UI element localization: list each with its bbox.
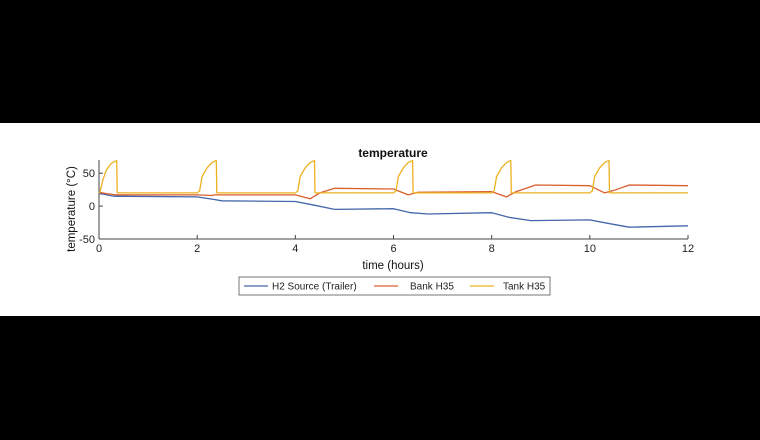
x-tick-label: 4	[292, 243, 298, 255]
legend-entry-label: Bank H35	[410, 282, 454, 293]
legend: H2 Source (Trailer) Bank H35 Tank H35	[238, 276, 551, 296]
legend-entry-label: Tank H35	[503, 282, 546, 293]
x-tick-label: 12	[682, 243, 694, 255]
x-tick-label: 0	[96, 243, 102, 255]
x-tick-label: 6	[390, 243, 396, 255]
series-line-bank-h35	[98, 184, 689, 200]
chart-title: temperature	[358, 146, 428, 160]
y-axis-title: temperature (°C)	[66, 166, 78, 252]
series-line-h2-source-trailer	[98, 192, 689, 228]
chart-figure: temperature 0 2 4 6 8 10 12 -50 0 50 time (hours)…	[0, 123, 760, 316]
y-tick-label: 50	[83, 168, 95, 180]
y-tick-label: -50	[79, 234, 95, 246]
x-axis-title: time (hours)	[362, 260, 424, 272]
y-tick-label: 0	[89, 201, 95, 213]
legend-entry-label: H2 Source (Trailer)	[272, 282, 357, 293]
x-tick-label: 2	[194, 243, 200, 255]
series-line-tank-h35	[98, 160, 688, 194]
x-tick-label: 8	[489, 243, 495, 255]
x-tick-label: 10	[584, 243, 596, 255]
